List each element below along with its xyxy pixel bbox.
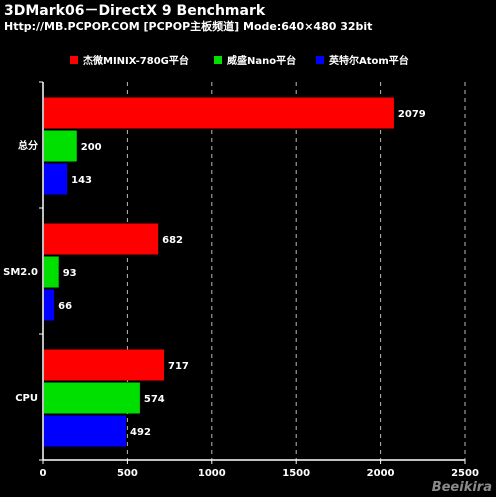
- bar: [44, 382, 140, 414]
- bar: [44, 349, 165, 381]
- category-label: 总分: [18, 139, 38, 152]
- bar: [44, 415, 127, 447]
- bar: [44, 97, 394, 129]
- x-tick-label: 1500: [282, 468, 310, 479]
- category-label: CPU: [15, 393, 38, 404]
- bar: [44, 223, 159, 255]
- grid-lines: [126, 82, 466, 460]
- data-label: 143: [71, 175, 92, 186]
- legend-swatch: [214, 56, 222, 64]
- data-label: 93: [63, 268, 77, 279]
- watermark: Beeikira: [431, 480, 492, 495]
- bar: [44, 130, 77, 162]
- bar: [44, 163, 68, 195]
- bar: [44, 289, 55, 321]
- x-tick-label: 1000: [198, 468, 226, 479]
- legend: 杰微MINIX-780G平台 威盛Nano平台 英特尔Atom平台: [70, 54, 409, 67]
- axes: 0 500 1000 1500 2000 2500: [39, 81, 479, 479]
- legend-label: 威盛Nano平台: [227, 54, 296, 67]
- legend-label: 杰微MINIX-780G平台: [83, 54, 189, 67]
- data-label: 66: [58, 301, 72, 312]
- x-tick-label: 0: [40, 468, 47, 479]
- chart-title: 3DMark06－DirectX 9 Benchmark: [4, 3, 266, 19]
- legend-swatch: [316, 56, 324, 64]
- data-label: 2079: [398, 109, 426, 120]
- x-tick-label: 2000: [367, 468, 395, 479]
- data-label: 574: [144, 394, 165, 405]
- legend-swatch: [70, 56, 78, 64]
- x-tick-label: 2500: [451, 468, 479, 479]
- chart-subtitle: Http://MB.PCPOP.COM [PCPOP主板频道] Mode:640…: [4, 20, 373, 33]
- legend-label: 英特尔Atom平台: [328, 54, 409, 67]
- bar: [44, 256, 59, 288]
- data-label: 682: [162, 235, 183, 246]
- x-tick-label: 500: [117, 468, 138, 479]
- data-label: 717: [168, 361, 189, 372]
- bars: 2079 200 143 总分 682 93 66 SM2.0 717 574 492 CPU: [3, 97, 426, 447]
- data-label: 200: [81, 142, 102, 153]
- data-label: 492: [130, 427, 151, 438]
- category-label: SM2.0: [3, 267, 38, 278]
